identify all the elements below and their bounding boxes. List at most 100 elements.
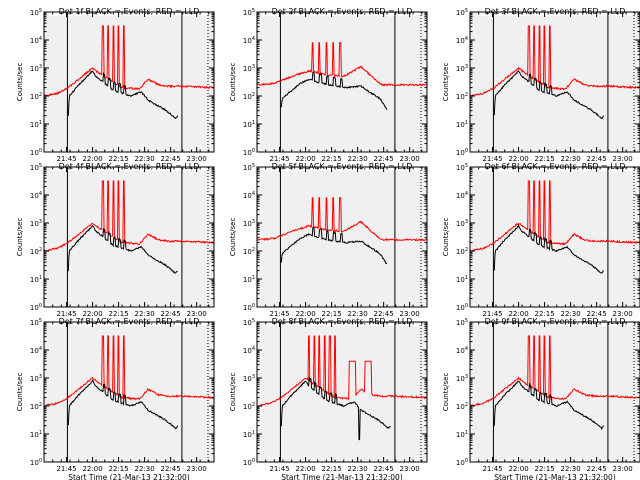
y-tick-label: 102 (456, 247, 468, 256)
plot-frame (43, 11, 215, 153)
y-tick-label: 103 (30, 64, 42, 73)
plot-area (470, 12, 640, 152)
y-tick-label: 101 (30, 275, 42, 284)
y-tick-label: 103 (243, 219, 255, 228)
title-background (263, 316, 419, 326)
panel-det-3: Det 3f-BLACK = Events, RED = LLD10010110… (442, 6, 640, 172)
y-tick-label: 104 (30, 346, 42, 355)
plot-frame (43, 166, 215, 308)
x-tick-label: 22:30 (135, 465, 155, 473)
x-tick-label: 22:15 (534, 155, 554, 163)
plot-frame (469, 11, 640, 153)
panel-det-4: Det 4f-BLACK = Events, RED = LLD10010110… (16, 161, 215, 327)
y-tick-label: 105 (30, 163, 42, 172)
y-tick-label: 104 (243, 36, 255, 45)
y-axis-title: Counts/sec (229, 63, 237, 102)
x-tick-label: 22:45 (587, 310, 607, 318)
x-tick-label: 22:45 (374, 310, 394, 318)
x-tick-label: 22:30 (348, 155, 368, 163)
y-tick-label: 103 (456, 219, 468, 228)
x-tick-label: 22:15 (321, 310, 341, 318)
x-tick-label: 22:00 (82, 310, 102, 318)
x-tick-label: 23:00 (400, 155, 420, 163)
y-tick-label: 102 (30, 402, 42, 411)
x-tick-label: 22:15 (321, 155, 341, 163)
y-tick-label: 105 (243, 163, 255, 172)
lld-series-line (256, 42, 428, 87)
x-tick-label: 22:00 (295, 465, 315, 473)
y-tick-label: 100 (456, 303, 468, 312)
title-background (476, 6, 632, 16)
panel-det-7: Det 7f-BLACK = Events, RED = LLD10010110… (16, 316, 215, 480)
x-tick-label: 21:45 (56, 465, 76, 473)
x-tick-label: 21:45 (56, 155, 76, 163)
title-background (50, 6, 206, 16)
y-tick-label: 101 (243, 275, 255, 284)
x-axis-title: Start Time (21-Mar-13 21:32:00) (281, 473, 403, 480)
panel-det-5: Det 5f-BLACK = Events, RED = LLD10010110… (229, 161, 428, 327)
x-tick-label: 22:15 (534, 465, 554, 473)
y-tick-label: 104 (456, 191, 468, 200)
y-tick-label: 100 (30, 303, 42, 312)
y-tick-label: 101 (456, 430, 468, 439)
x-tick-label: 23:00 (400, 310, 420, 318)
events-series-line (67, 70, 179, 119)
x-tick-label: 22:00 (82, 465, 102, 473)
x-tick-label: 22:15 (108, 155, 128, 163)
y-tick-label: 101 (456, 120, 468, 129)
x-tick-label: 22:45 (587, 465, 607, 473)
y-axis-title: Counts/sec (16, 218, 24, 257)
title-background (50, 316, 206, 326)
events-series-line (67, 225, 178, 274)
y-tick-label: 105 (243, 318, 255, 327)
y-tick-label: 100 (30, 148, 42, 157)
events-series-line (493, 224, 604, 274)
x-tick-label: 23:00 (187, 310, 207, 318)
x-tick-label: 22:15 (534, 310, 554, 318)
plot-frame (469, 321, 640, 463)
panel-det-2: Det 2f-BLACK = Events, RED = LLD10010110… (229, 6, 428, 172)
plot-frame (43, 321, 215, 463)
y-tick-label: 105 (456, 163, 468, 172)
y-tick-label: 103 (30, 219, 42, 228)
y-axis-title: Counts/sec (442, 373, 450, 412)
y-tick-label: 100 (30, 458, 42, 467)
x-tick-label: 22:00 (508, 310, 528, 318)
panel-det-9: Det 9f-BLACK = Events, RED = LLD10010110… (442, 316, 640, 480)
y-tick-label: 101 (30, 430, 42, 439)
y-tick-label: 105 (30, 8, 42, 17)
y-tick-label: 105 (30, 318, 42, 327)
y-axis-title: Counts/sec (16, 63, 24, 102)
x-tick-label: 22:45 (374, 465, 394, 473)
lld-series-line (469, 180, 640, 252)
title-background (50, 161, 206, 171)
y-tick-label: 101 (243, 430, 255, 439)
x-tick-label: 23:00 (400, 465, 420, 473)
y-axis-title: Counts/sec (229, 373, 237, 412)
x-tick-label: 21:45 (269, 155, 289, 163)
events-series-line (67, 379, 179, 430)
y-tick-label: 105 (243, 8, 255, 17)
y-tick-label: 103 (30, 374, 42, 383)
events-series-line (280, 71, 388, 111)
x-tick-label: 22:00 (295, 155, 315, 163)
title-background (263, 6, 419, 16)
y-tick-label: 105 (456, 8, 468, 17)
y-tick-label: 103 (456, 374, 468, 383)
panel-det-8: Det 8f-BLACK = Events, RED = LLD10010110… (229, 316, 428, 480)
lld-series-line (469, 335, 640, 407)
y-tick-label: 104 (30, 191, 42, 200)
x-tick-label: 23:00 (613, 155, 633, 163)
y-axis-title: Counts/sec (16, 373, 24, 412)
x-tick-label: 23:00 (187, 465, 207, 473)
x-tick-label: 22:45 (161, 155, 181, 163)
y-tick-label: 100 (456, 148, 468, 157)
y-tick-label: 101 (30, 120, 42, 129)
y-tick-label: 102 (243, 247, 255, 256)
x-tick-label: 22:45 (161, 465, 181, 473)
x-tick-label: 22:00 (82, 155, 102, 163)
lld-series-line (257, 335, 428, 408)
x-tick-label: 22:30 (135, 155, 155, 163)
x-tick-label: 22:30 (561, 465, 581, 473)
